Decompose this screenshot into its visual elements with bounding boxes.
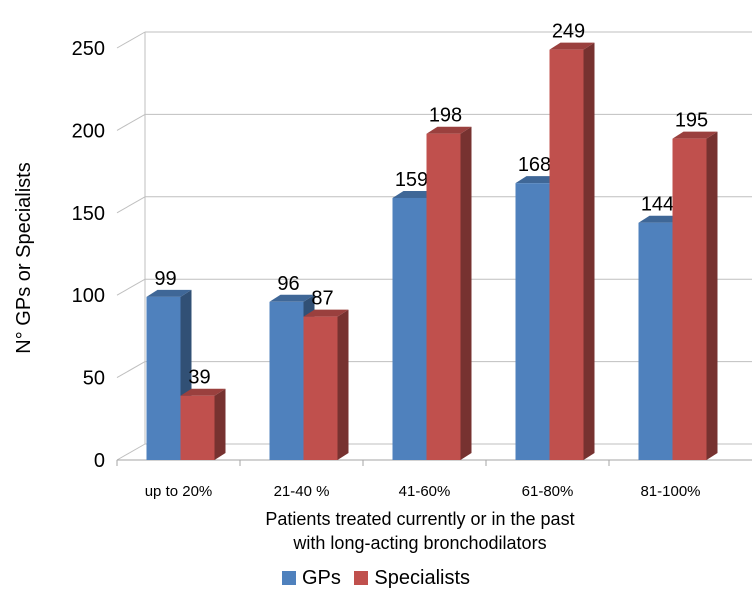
bar bbox=[146, 296, 181, 460]
x-axis-label: Patients treated currently or in the pas… bbox=[265, 509, 574, 553]
data-label: 96 bbox=[277, 273, 299, 295]
data-label: 195 bbox=[675, 110, 708, 132]
x-axis-label-line: with long-acting bronchodilators bbox=[292, 533, 546, 553]
data-label: 39 bbox=[188, 367, 210, 389]
y-tick-label: 200 bbox=[72, 120, 105, 142]
x-tick-label: 61-80% bbox=[522, 483, 574, 500]
bar-top bbox=[638, 215, 684, 223]
bar-top bbox=[549, 42, 595, 50]
y-tick-label: 0 bbox=[94, 450, 105, 472]
gridline-diag bbox=[116, 31, 146, 49]
gridline-diag bbox=[116, 196, 146, 214]
data-label: 249 bbox=[552, 21, 585, 43]
legend-item-gps: GPs bbox=[281, 567, 341, 590]
bar-top bbox=[392, 190, 438, 198]
bar bbox=[269, 301, 304, 460]
bar-top bbox=[269, 294, 315, 302]
x-axis-label-line: Patients treated currently or in the pas… bbox=[265, 509, 574, 529]
bar bbox=[638, 222, 673, 460]
bar-side bbox=[706, 131, 718, 460]
x-tick-label: up to 20% bbox=[145, 483, 213, 500]
bar bbox=[672, 138, 707, 460]
bar bbox=[515, 183, 550, 461]
bar-side bbox=[337, 309, 349, 460]
legend-item-specialists: Specialists bbox=[354, 567, 470, 590]
legend-swatch-gps bbox=[281, 571, 296, 585]
bar-top bbox=[426, 126, 472, 134]
y-tick-label: 250 bbox=[72, 38, 105, 60]
data-label: 168 bbox=[518, 154, 551, 176]
bar-side bbox=[460, 126, 472, 461]
data-label: 159 bbox=[395, 169, 428, 191]
x-tick-label: 81-100% bbox=[640, 483, 700, 500]
data-label: 198 bbox=[429, 105, 462, 127]
legend-swatch-specialists bbox=[354, 571, 369, 585]
x-axis: up to 20% 21-40 % 41-60% 61-80% 81-100% bbox=[145, 483, 701, 500]
y-tick-label: 100 bbox=[72, 285, 105, 307]
legend-label-gps: GPs bbox=[301, 567, 341, 589]
gridline-diag bbox=[116, 443, 146, 461]
legend-label-specialists: Specialists bbox=[374, 567, 471, 589]
gridline-diag bbox=[116, 113, 146, 131]
x-tick-label: 21-40 % bbox=[274, 483, 330, 500]
bar bbox=[180, 395, 215, 460]
bar-top bbox=[303, 309, 349, 317]
x-tick-label: 41-60% bbox=[399, 483, 451, 500]
bar-top bbox=[146, 289, 192, 297]
data-label: 144 bbox=[641, 194, 674, 216]
bar-side bbox=[214, 388, 226, 460]
y-tick-label: 50 bbox=[83, 368, 105, 390]
data-label: 99 bbox=[154, 268, 176, 290]
gridline-diag bbox=[116, 361, 146, 379]
bar bbox=[426, 133, 461, 461]
bar-top bbox=[515, 176, 561, 184]
bar bbox=[392, 197, 427, 460]
gridline-diag bbox=[116, 278, 146, 296]
y-tick-label: 150 bbox=[72, 203, 105, 225]
y-axis: 0 50 100 150 200 250 bbox=[72, 38, 105, 472]
y-axis-label: N° GPs or Specialists bbox=[13, 162, 35, 353]
bars: 99 39 96 87 159 198 168 249 144 195 bbox=[146, 21, 718, 461]
data-label: 87 bbox=[311, 288, 333, 310]
bar bbox=[303, 316, 338, 460]
bar-top bbox=[672, 131, 718, 139]
bar bbox=[549, 49, 584, 460]
legend: GPs Specialists bbox=[0, 567, 752, 590]
bar-top bbox=[180, 388, 226, 396]
bar-side bbox=[583, 42, 595, 460]
